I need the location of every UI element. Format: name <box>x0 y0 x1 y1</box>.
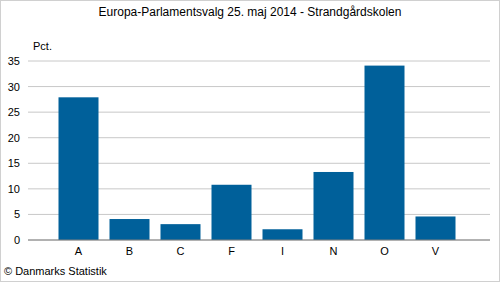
frame <box>1 1 500 282</box>
bar <box>416 216 456 240</box>
x-tick-label: N <box>330 245 338 257</box>
grid-line <box>28 86 490 87</box>
y-tick-label: 15 <box>8 157 20 169</box>
bar <box>161 224 201 240</box>
x-tick-label: O <box>380 245 389 257</box>
y-axis-label: Pct. <box>33 40 52 52</box>
x-tick-label: A <box>75 245 83 257</box>
grid-line <box>28 240 490 241</box>
bar <box>314 172 354 240</box>
chart: Europa-Parlamentsvalg 25. maj 2014 - Str… <box>0 0 500 282</box>
x-tick-label: F <box>228 245 235 257</box>
bar <box>110 219 150 240</box>
bar <box>212 185 252 240</box>
x-tick-label: V <box>432 245 440 257</box>
bar <box>263 229 303 240</box>
grid-line <box>28 61 490 62</box>
x-axis <box>28 240 490 241</box>
x-tick-label: I <box>281 245 284 257</box>
y-tick-label: 20 <box>8 132 20 144</box>
y-tick-label: 25 <box>8 106 20 118</box>
x-tick-label: C <box>177 245 185 257</box>
y-tick-label: 10 <box>8 183 20 195</box>
y-tick-label: 0 <box>14 234 20 246</box>
bar <box>59 97 99 240</box>
bar <box>365 66 405 240</box>
bars <box>59 66 456 240</box>
x-tick-label: B <box>126 245 133 257</box>
y-tick-label: 5 <box>14 208 20 220</box>
y-tick-label: 30 <box>8 81 20 93</box>
y-tick-label: 35 <box>8 55 20 67</box>
source-note: © Danmarks Statistik <box>4 265 107 277</box>
title: Europa-Parlamentsvalg 25. maj 2014 - Str… <box>99 5 402 19</box>
